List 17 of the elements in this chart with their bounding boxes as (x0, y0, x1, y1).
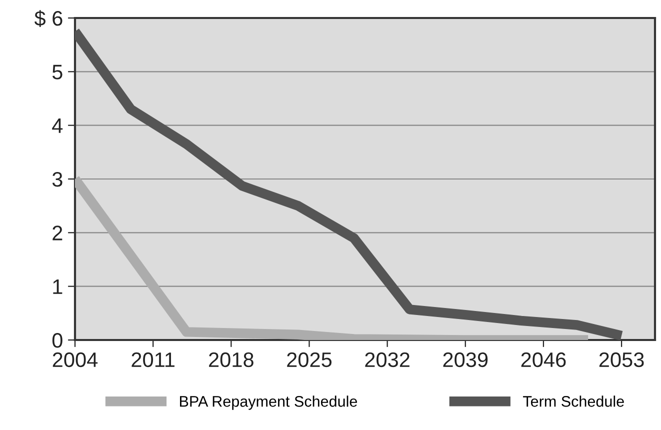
y-tick-label: 5 (52, 64, 62, 80)
x-tick-label: 2032 (365, 352, 410, 368)
y-tick-label: $ 6 (34, 10, 62, 27)
x-tick-label: 2011 (132, 352, 174, 368)
y-tick-label: 3 (52, 172, 62, 187)
y-tick-label: 4 (52, 118, 63, 133)
x-tick-label: 2004 (52, 352, 98, 368)
x-tick-label: 2039 (443, 352, 488, 368)
x-tick-label: 2053 (599, 352, 644, 368)
x-tick-label: 2046 (521, 352, 566, 368)
x-tick-label: 2025 (287, 352, 332, 368)
x-tick-label: 2018 (209, 352, 254, 368)
legend-label: Term Schedule (523, 396, 624, 407)
y-tick-label: 0 (52, 333, 62, 348)
y-tick-label: 1 (53, 280, 62, 294)
y-tick-label: 2 (52, 226, 62, 240)
legend-label: BPA Repayment Schedule (180, 396, 358, 410)
